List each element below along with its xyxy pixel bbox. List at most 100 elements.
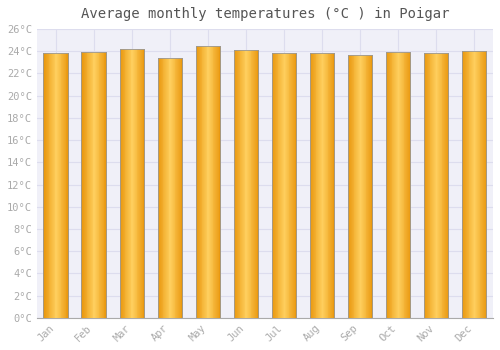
Bar [199,46,200,318]
Bar [58,54,59,318]
Bar [332,54,334,318]
Bar [272,54,274,318]
Bar [310,54,312,318]
Bar [160,58,161,318]
Bar [216,46,217,318]
Bar [204,46,205,318]
Bar [124,49,126,318]
Bar [214,46,215,318]
Bar [285,54,286,318]
Title: Average monthly temperatures (°C ) in Poigar: Average monthly temperatures (°C ) in Po… [80,7,449,21]
Bar [276,54,278,318]
Bar [85,52,86,318]
Bar [142,49,144,318]
Bar [140,49,141,318]
Bar [165,58,166,318]
Bar [368,55,369,318]
Bar [47,54,48,318]
Bar [138,49,139,318]
Bar [405,52,406,318]
Bar [313,54,314,318]
Bar [48,54,50,318]
Bar [241,50,242,318]
Bar [386,52,388,318]
Bar [60,54,62,318]
Bar [330,54,331,318]
Bar [388,52,389,318]
Bar [56,54,57,318]
Bar [90,52,91,318]
Bar [253,50,254,318]
Bar [164,58,165,318]
Bar [294,54,296,318]
Bar [168,58,170,318]
Bar [427,54,428,318]
Bar [205,46,206,318]
Bar [398,52,400,318]
Bar [410,52,411,318]
Bar [238,50,240,318]
Bar [89,52,90,318]
Bar [206,46,208,318]
Bar [392,52,394,318]
Bar [44,54,45,318]
Bar [170,58,171,318]
Bar [440,54,442,318]
Bar [442,54,444,318]
Bar [466,51,467,318]
Bar [314,54,316,318]
Bar [254,50,255,318]
Bar [363,55,364,318]
Bar [369,55,370,318]
Bar [318,54,319,318]
Bar [462,51,464,318]
Bar [288,54,290,318]
Bar [244,50,246,318]
Bar [258,50,259,318]
Bar [331,54,332,318]
Bar [104,52,106,318]
Bar [402,52,404,318]
Bar [324,54,325,318]
Bar [280,54,281,318]
Bar [197,46,198,318]
Bar [322,54,323,318]
Bar [438,54,439,318]
Bar [323,54,324,318]
Bar [312,54,313,318]
Bar [121,49,122,318]
Bar [45,54,46,318]
Bar [166,58,167,318]
Bar [351,55,352,318]
Bar [129,49,130,318]
Bar [464,51,465,318]
Bar [292,54,293,318]
Bar [177,58,178,318]
Bar [477,51,478,318]
Bar [430,54,432,318]
Bar [196,46,198,318]
Bar [135,49,136,318]
Bar [334,54,335,318]
Bar [316,54,318,318]
Bar [141,49,142,318]
Bar [123,49,124,318]
Bar [472,51,473,318]
Bar [220,46,221,318]
Bar [281,54,282,318]
Bar [395,52,396,318]
Bar [389,52,390,318]
Bar [391,52,392,318]
Bar [471,51,472,318]
Bar [96,52,97,318]
Bar [282,54,284,318]
Bar [328,54,329,318]
Bar [132,49,133,318]
Bar [209,46,210,318]
Bar [275,54,276,318]
Bar [126,49,127,318]
Bar [348,55,350,318]
Bar [127,49,128,318]
Bar [102,52,103,318]
Bar [400,52,401,318]
